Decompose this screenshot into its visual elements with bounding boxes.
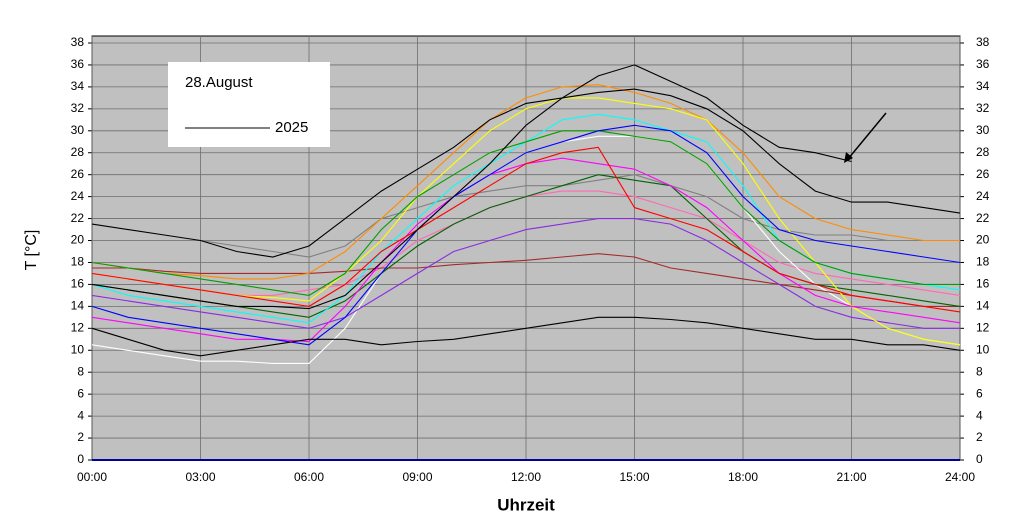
y-tick-label: 24 (71, 189, 85, 203)
x-tick-label: 21:00 (836, 470, 866, 484)
y2-tick-label: 28 (976, 145, 990, 159)
y-tick-label: 34 (71, 79, 85, 93)
arrow-head (844, 152, 853, 163)
y-axis-label: T [°C] (23, 230, 40, 271)
series-line (91, 218, 960, 329)
y2-tick-label: 36 (976, 57, 990, 71)
series-line (92, 253, 960, 307)
x-tick-label: 06:00 (294, 470, 324, 484)
y2-tick-label: 22 (976, 211, 990, 225)
arrow (847, 112, 887, 160)
y2-tick-label: 0 (976, 452, 983, 466)
x-tick-label: 12:00 (511, 470, 541, 484)
y-tick-label: 4 (77, 408, 84, 422)
series-line (91, 84, 960, 280)
x-tick-label: 00:00 (77, 470, 107, 484)
legend-box (168, 62, 330, 147)
series-line (91, 88, 961, 258)
y2-tick-label: 6 (976, 386, 983, 400)
legend-entry: 2025 (275, 119, 308, 136)
y-tick-label: 22 (71, 211, 85, 225)
y-tick-label: 20 (71, 233, 85, 247)
y2-tick-label: 26 (976, 167, 990, 181)
series-line (91, 64, 852, 310)
y2-tick-label: 24 (976, 189, 990, 203)
y-tick-label: 32 (71, 101, 85, 115)
y2-tick-label: 12 (976, 320, 990, 334)
y2-tick-label: 30 (976, 123, 990, 137)
legend-title: 28.August (185, 74, 253, 91)
y2-tick-label: 4 (976, 408, 983, 422)
x-tick-label: 24:00 (945, 470, 975, 484)
y-tick-label: 6 (77, 386, 84, 400)
series-line (91, 124, 961, 346)
series-line (92, 174, 960, 258)
y-tick-label: 0 (77, 452, 84, 466)
y-tick-label: 36 (71, 57, 85, 71)
y2-tick-label: 14 (976, 299, 990, 313)
y2-tick-label: 2 (976, 430, 983, 444)
y2-tick-label: 10 (976, 342, 990, 356)
y-tick-label: 28 (71, 145, 85, 159)
y-tick-label: 12 (71, 320, 85, 334)
y-tick-label: 30 (71, 123, 85, 137)
y-tick-label: 10 (71, 342, 85, 356)
x-tick-label: 03:00 (185, 470, 215, 484)
y2-tick-label: 34 (976, 79, 990, 93)
x-tick-label: 15:00 (619, 470, 649, 484)
y-tick-label: 2 (77, 430, 84, 444)
y2-tick-label: 18 (976, 255, 990, 269)
y-tick-label: 8 (77, 364, 84, 378)
series-line (91, 146, 961, 313)
y-tick-label: 14 (71, 299, 85, 313)
y2-tick-label: 8 (976, 364, 983, 378)
y2-tick-label: 16 (976, 277, 990, 291)
x-tick-label: 09:00 (402, 470, 432, 484)
y2-tick-label: 32 (976, 101, 990, 115)
y-tick-label: 18 (71, 255, 85, 269)
y2-tick-label: 20 (976, 233, 990, 247)
series-line (91, 316, 961, 357)
series-line (91, 130, 960, 296)
x-tick-label: 18:00 (728, 470, 758, 484)
y2-tick-label: 38 (976, 35, 990, 49)
y-tick-label: 16 (71, 277, 85, 291)
y-tick-label: 26 (71, 167, 85, 181)
x-axis-label: Uhrzeit (497, 495, 555, 514)
lines (91, 64, 961, 364)
y-tick-label: 38 (71, 35, 85, 49)
